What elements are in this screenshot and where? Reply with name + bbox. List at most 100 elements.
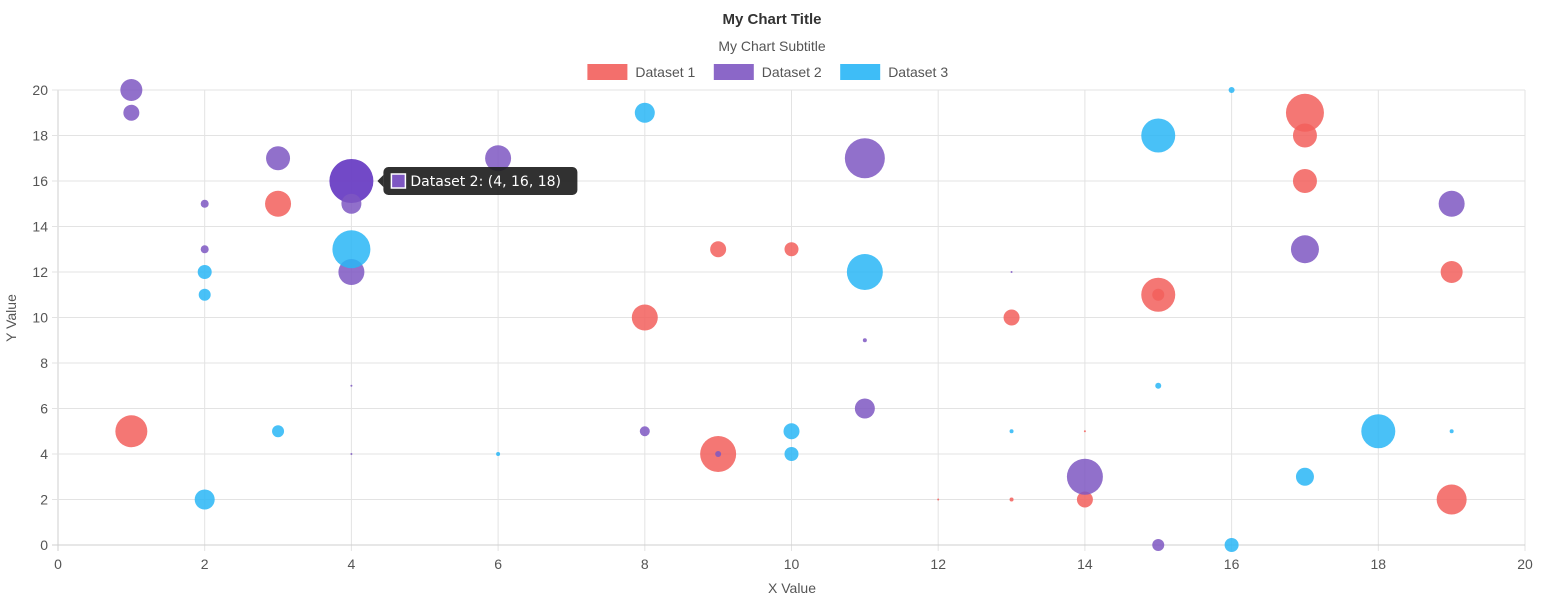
bubble-point[interactable] [1228, 87, 1235, 93]
bubble-point[interactable] [1292, 123, 1317, 148]
legend-swatch [713, 64, 754, 80]
bubble-point[interactable] [1141, 118, 1176, 153]
bubble-point[interactable] [784, 242, 799, 257]
bubble-point[interactable] [1361, 414, 1396, 449]
tooltip-caret [377, 175, 384, 187]
bubble-point[interactable] [1009, 429, 1014, 434]
x-tick-label: 16 [1224, 556, 1240, 572]
bubble-point[interactable] [197, 265, 212, 279]
bubble-point[interactable] [1295, 467, 1314, 486]
bubble-point[interactable] [1224, 538, 1239, 552]
bubble-point[interactable] [200, 199, 209, 208]
bubble-point[interactable] [266, 146, 291, 171]
bubble-point[interactable] [123, 104, 140, 121]
bubble-point[interactable] [350, 453, 353, 455]
bubble-point[interactable] [1440, 261, 1463, 283]
bubble-point[interactable] [784, 447, 799, 461]
bubble-point[interactable] [844, 138, 885, 179]
bubble-point[interactable] [1292, 169, 1317, 193]
x-tick-label: 8 [641, 556, 649, 572]
legend-label: Dataset 2 [762, 64, 822, 80]
x-tick-label: 12 [930, 556, 946, 572]
bubble-point[interactable] [1010, 271, 1013, 273]
bubble-point[interactable] [120, 79, 143, 101]
bubble-point[interactable] [1083, 430, 1086, 433]
legend-item-2[interactable]: Dataset 2 [713, 64, 822, 80]
y-axis-title: Y Value [3, 294, 19, 342]
chart-title: My Chart Title [723, 11, 822, 28]
bubble-point[interactable] [1436, 484, 1467, 515]
bubble-point[interactable] [710, 241, 727, 258]
legend-label: Dataset 3 [888, 64, 948, 80]
bubble-point[interactable] [715, 451, 722, 457]
x-tick-label: 14 [1077, 556, 1093, 572]
chart-bubbles [115, 79, 1467, 552]
legend-item-1[interactable]: Dataset 1 [587, 64, 696, 80]
bubble-point[interactable] [272, 425, 285, 438]
y-tick-label: 12 [32, 264, 48, 280]
bubble-point[interactable] [1438, 190, 1465, 217]
x-tick-label: 0 [54, 556, 62, 572]
bubble-point[interactable] [1066, 458, 1103, 495]
bubble-point[interactable] [1152, 288, 1165, 301]
bubble-point[interactable] [631, 304, 658, 331]
legend-label: Dataset 1 [635, 64, 695, 80]
tooltip-text: Dataset 2: (4, 16, 18) [410, 174, 561, 190]
bubble-point[interactable] [1290, 235, 1319, 264]
series-3-bubbles [194, 87, 1454, 552]
tooltip-box [383, 167, 578, 195]
bubble-point[interactable] [350, 384, 353, 387]
y-axis-ticks: 0 2 4 6 8 10 12 14 16 18 20 [32, 82, 48, 553]
y-tick-label: 6 [40, 401, 48, 417]
x-tick-label: 18 [1371, 556, 1387, 572]
bubble-point[interactable] [639, 426, 650, 437]
bubble-point[interactable] [1009, 497, 1014, 502]
bubble-point[interactable] [198, 288, 211, 301]
x-axis-title: X Value [768, 580, 816, 596]
legend-item-3[interactable]: Dataset 3 [840, 64, 948, 80]
legend-swatch [840, 64, 881, 80]
legend-swatch [587, 64, 628, 80]
bubble-point[interactable] [332, 230, 371, 269]
bubble-point[interactable] [329, 159, 374, 203]
bubble-point[interactable] [200, 245, 209, 254]
bubble-point[interactable] [485, 145, 512, 172]
bubble-point[interactable] [783, 423, 800, 440]
bubble-point[interactable] [634, 102, 655, 123]
bubble-point[interactable] [862, 338, 867, 343]
y-tick-label: 8 [40, 355, 48, 371]
y-tick-label: 0 [40, 537, 48, 553]
x-tick-label: 2 [201, 556, 209, 572]
x-axis-ticks: 0 2 4 6 8 10 12 14 16 18 20 [54, 556, 1533, 572]
bubble-point[interactable] [1003, 309, 1020, 326]
y-tick-label: 10 [32, 310, 48, 326]
y-tick-label: 4 [40, 446, 48, 462]
x-tick-label: 20 [1517, 556, 1533, 572]
chart-tooltip: Dataset 2: (4, 16, 18) [377, 167, 578, 195]
bubble-point[interactable] [265, 190, 292, 217]
bubble-point[interactable] [194, 489, 215, 510]
bubble-point[interactable] [1155, 382, 1162, 389]
bubble-point[interactable] [937, 498, 940, 501]
bubble-point[interactable] [1076, 491, 1093, 508]
chart-subtitle: My Chart Subtitle [718, 38, 826, 54]
bubble-point[interactable] [1285, 93, 1324, 132]
y-tick-label: 20 [32, 82, 48, 98]
x-tick-label: 6 [494, 556, 502, 572]
bubble-point[interactable] [115, 415, 148, 448]
bubble-point[interactable] [854, 398, 875, 419]
bubble-point[interactable] [341, 193, 362, 214]
bubble-point[interactable] [496, 452, 501, 456]
bubble-point[interactable] [1152, 539, 1165, 551]
y-tick-label: 18 [32, 128, 48, 144]
bubble-point[interactable] [846, 254, 883, 290]
bubble-point[interactable] [1449, 429, 1454, 434]
x-tick-label: 10 [784, 556, 800, 572]
x-tick-label: 4 [348, 556, 356, 572]
y-tick-label: 14 [32, 219, 48, 235]
chart-legend: Dataset 1 Dataset 2 Dataset 3 [587, 64, 948, 80]
y-tick-label: 2 [40, 492, 48, 508]
series-2-bubbles [120, 79, 1465, 551]
